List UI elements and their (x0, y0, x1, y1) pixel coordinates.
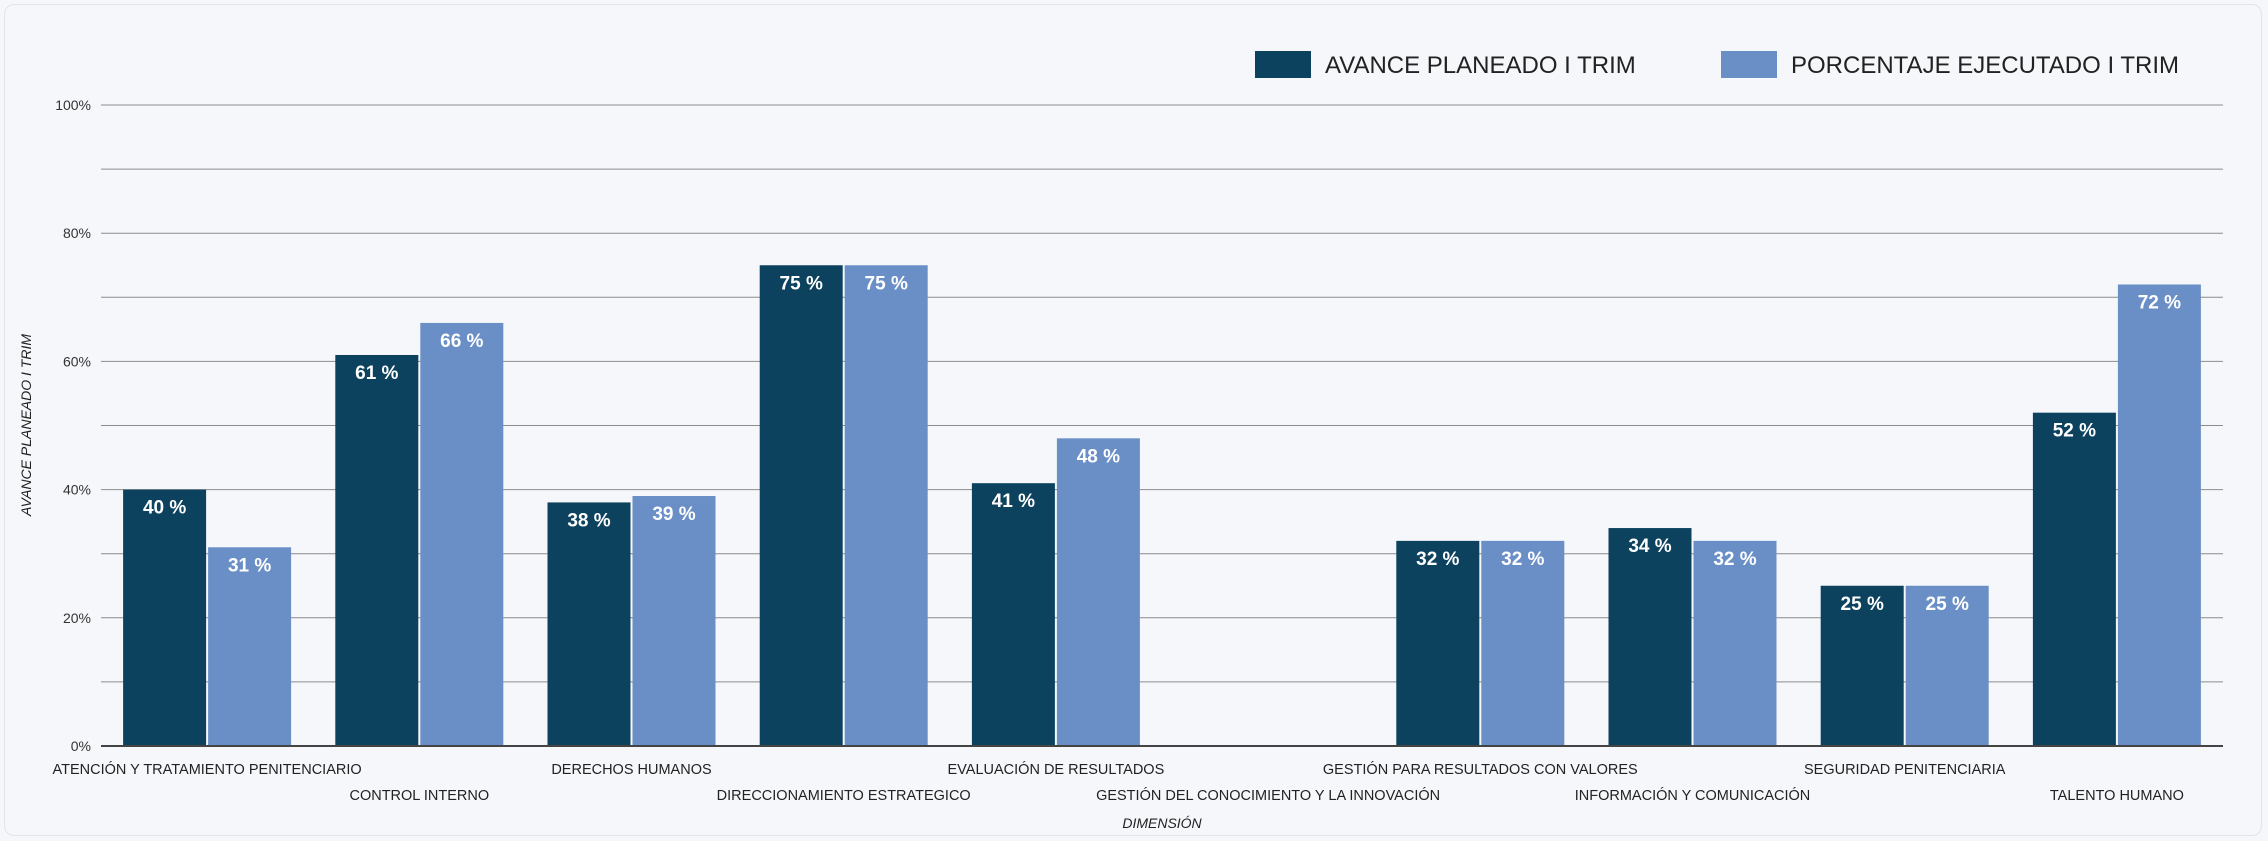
bar-3-1[interactable] (844, 265, 928, 746)
bar-value-label-1-1: 66 % (440, 331, 483, 352)
bar-6-0[interactable] (1396, 540, 1480, 746)
bar-2-0[interactable] (547, 502, 631, 746)
category-label-gesti-n-para-resultados-con-valores: GESTIÓN PARA RESULTADOS CON VALORES (1323, 761, 1638, 778)
bar-value-label-1-0: 61 % (355, 363, 398, 384)
bar-6-1[interactable] (1481, 540, 1565, 746)
legend-swatch-ejecutado[interactable] (1721, 51, 1777, 78)
bar-8-1[interactable] (1905, 585, 1989, 746)
y-tick-label-2: 40% (63, 482, 91, 498)
bar-value-label-4-0: 41 % (992, 491, 1035, 512)
bar-value-label-3-1: 75 % (865, 273, 908, 294)
category-label-direccionamiento-estrategico: DIRECCIONAMIENTO ESTRATEGICO (717, 788, 971, 804)
bar-1-1[interactable] (420, 322, 504, 746)
bar-8-0[interactable] (1820, 585, 1904, 746)
x-axis-title: DIMENSIÓN (1122, 815, 1202, 831)
bar-4-0[interactable] (971, 483, 1055, 746)
category-label-seguridad-penitenciaria: SEGURIDAD PENITENCIARIA (1804, 762, 2006, 778)
y-tick-label-0: 0% (71, 738, 91, 754)
y-tick-label-1: 20% (63, 610, 91, 626)
bar-0-0[interactable] (123, 489, 207, 746)
category-label-atenci-n-y-tratamiento-penitenciario: ATENCIÓN Y TRATAMIENTO PENITENCIARIO (53, 761, 362, 778)
chart-card: 0% 20% 40% 60% 80% 100% 40 % 31 % 61 % 66 % 38 % 3… (4, 4, 2262, 836)
bar-0-1[interactable] (208, 547, 292, 746)
bar-value-label-9-0: 52 % (2053, 421, 2096, 442)
bars (123, 265, 2201, 746)
bar-value-label-9-1: 72 % (2138, 292, 2181, 313)
bar-value-label-0-0: 40 % (143, 498, 186, 519)
bar-value-label-4-1: 48 % (1077, 446, 1120, 467)
bar-value-label-0-1: 31 % (228, 555, 271, 576)
bar-value-label-6-1: 32 % (1501, 549, 1544, 570)
legend-label-planeado[interactable]: AVANCE PLANEADO I TRIM (1325, 52, 1636, 79)
bar-value-label-2-1: 39 % (652, 504, 695, 525)
legend-swatch-planeado[interactable] (1255, 51, 1311, 78)
bar-value-label-2-0: 38 % (567, 510, 610, 531)
bar-1-0[interactable] (335, 354, 419, 746)
y-tick-label-4: 80% (63, 225, 91, 241)
category-label-gesti-n-del-conocimiento-y-la-innovaci-n: GESTIÓN DEL CONOCIMIENTO Y LA INNOVACIÓN (1096, 787, 1440, 804)
bar-2-1[interactable] (632, 496, 716, 746)
legend-label-ejecutado[interactable]: PORCENTAJE EJECUTADO I TRIM (1791, 52, 2179, 79)
category-label-evaluaci-n-de-resultados: EVALUACIÓN DE RESULTADOS (948, 761, 1165, 778)
legend[interactable]: AVANCE PLANEADO I TRIM PORCENTAJE EJECUT… (1255, 51, 2179, 79)
y-tick-label-5: 100% (55, 97, 91, 113)
bar-4-1[interactable] (1056, 438, 1140, 746)
bar-7-1[interactable] (1693, 540, 1777, 746)
y-tick-label-3: 60% (63, 353, 91, 369)
bar-value-label-6-0: 32 % (1416, 549, 1459, 570)
bar-value-label-8-1: 25 % (1926, 594, 1969, 615)
category-labels: ATENCIÓN Y TRATAMIENTO PENITENCIARIO CONT… (53, 761, 2184, 804)
bar-value-label-3-0: 75 % (780, 273, 823, 294)
category-label-informaci-n-y-comunicaci-n: INFORMACIÓN Y COMUNICACIÓN (1575, 787, 1811, 804)
category-label-control-interno: CONTROL INTERNO (349, 788, 489, 804)
y-axis-title: AVANCE PLANEADO I TRIM (18, 334, 34, 517)
category-label-derechos-humanos: DERECHOS HUMANOS (551, 762, 711, 778)
bar-value-label-7-0: 34 % (1628, 536, 1671, 557)
category-label-talento-humano: TALENTO HUMANO (2050, 788, 2184, 804)
bar-3-0[interactable] (759, 265, 843, 746)
bar-value-label-7-1: 32 % (1713, 549, 1756, 570)
y-tick-labels: 0% 20% 40% 60% 80% 100% (55, 97, 91, 754)
bar-value-labels: 40 % 31 % 61 % 66 % 38 % 39 % 75 % 75 % 41 % 48 %… (143, 273, 2181, 615)
bar-9-0[interactable] (2032, 412, 2116, 746)
bar-value-label-8-0: 25 % (1841, 594, 1884, 615)
bar-9-1[interactable] (2117, 284, 2201, 746)
bar-chart: 0% 20% 40% 60% 80% 100% 40 % 31 % 61 % 66 % 38 % 3… (18, 51, 2223, 831)
grid-lines (101, 104, 2223, 683)
bar-7-0[interactable] (1608, 528, 1692, 746)
